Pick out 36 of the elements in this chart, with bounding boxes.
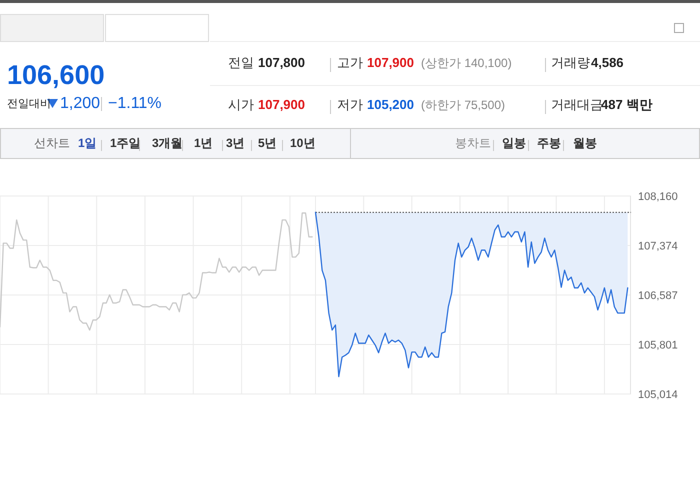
text: 1일 bbox=[78, 136, 97, 150]
text: 주봉 bbox=[537, 136, 561, 150]
text: 고가 bbox=[337, 55, 363, 70]
text: 전일 bbox=[228, 55, 254, 70]
text: 5년 bbox=[258, 136, 277, 150]
text: 487 백만 bbox=[601, 97, 652, 112]
text: 일봉 bbox=[502, 136, 526, 150]
y-tick-label: 108,160 bbox=[638, 191, 678, 203]
text: 10년 bbox=[290, 136, 316, 150]
text: 전일대비 bbox=[7, 98, 51, 110]
y-tick-label: 105,801 bbox=[638, 339, 678, 352]
text: 거래대금 bbox=[551, 97, 603, 112]
text: 3개월 bbox=[152, 136, 183, 150]
text: 봉차트 bbox=[455, 136, 491, 150]
text: 선차트 bbox=[34, 136, 70, 150]
text: (하한가 75,500) bbox=[421, 98, 506, 112]
y-tick-label: 107,374 bbox=[638, 240, 678, 252]
text: 1주일 bbox=[110, 136, 141, 150]
text: −1.11% bbox=[108, 95, 162, 112]
text: 105,200 bbox=[367, 97, 414, 112]
text: 월봉 bbox=[573, 136, 597, 150]
text: 107,900 bbox=[258, 97, 305, 112]
y-tick-label: 105,014 bbox=[638, 389, 678, 401]
text: 4,586 bbox=[591, 55, 624, 70]
text: 1,200 bbox=[60, 95, 100, 112]
y-tick-label: 106,587 bbox=[638, 290, 678, 302]
text: 106,600 bbox=[7, 60, 105, 90]
text: 107,900 bbox=[367, 55, 414, 70]
line-series bbox=[0, 212, 313, 331]
text: (상한가 140,100) bbox=[421, 56, 512, 70]
text: 시가 bbox=[228, 97, 254, 112]
text: 저가 bbox=[337, 97, 363, 112]
text: 거래량 bbox=[551, 55, 590, 70]
text: 3년 bbox=[226, 136, 245, 150]
text: 1년 bbox=[194, 136, 213, 150]
text: 107,800 bbox=[258, 55, 305, 70]
